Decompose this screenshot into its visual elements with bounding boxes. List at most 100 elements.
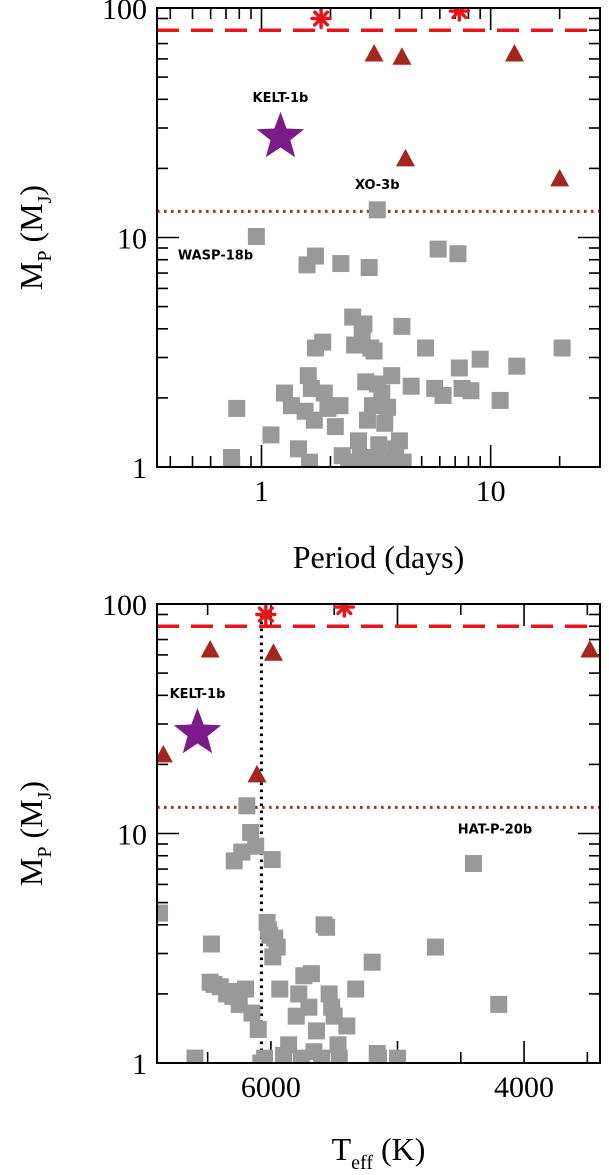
triangle-point [157, 744, 173, 763]
square-point [262, 426, 280, 444]
x-tick-label: 6000 [241, 1071, 301, 1104]
square-point [307, 1022, 325, 1040]
square-point [302, 379, 320, 397]
data-points [223, 8, 571, 467]
asterisk-point [448, 8, 471, 22]
asterisk-point [333, 604, 356, 618]
triangle-point [580, 640, 600, 658]
square-point [383, 367, 401, 385]
triangle-point [395, 148, 415, 167]
square-point [338, 1017, 356, 1035]
triangle-point [200, 640, 220, 658]
square-point [157, 904, 169, 922]
square-point [349, 432, 367, 450]
square-point [301, 453, 319, 467]
y-tick-label: 10 [117, 819, 147, 852]
square-point [242, 824, 260, 842]
square-point [450, 359, 468, 377]
square-point [355, 315, 373, 333]
point-annotation: KELT-1b [170, 687, 226, 702]
square-point [268, 938, 286, 956]
square-point [326, 418, 344, 436]
triangle-point [364, 44, 384, 62]
square-point [290, 985, 308, 1003]
square-point [223, 449, 241, 467]
data-points [157, 604, 600, 1063]
point-annotation: KELT-1b [253, 91, 309, 106]
square-point [471, 350, 489, 368]
square-point [376, 414, 394, 432]
square-point [315, 384, 333, 402]
square-point [417, 339, 435, 357]
square-point [490, 995, 508, 1013]
square-point [331, 397, 349, 415]
y-tick-label: 100 [102, 0, 147, 26]
square-point [491, 391, 509, 409]
square-point [346, 336, 364, 354]
square-point [368, 201, 386, 219]
square-point [263, 851, 281, 869]
x-tick-label: 4000 [494, 1071, 554, 1104]
square-point [379, 398, 397, 416]
square-point [305, 411, 323, 429]
bottom-panel-teff: KELT-1b HAT-P-20b 1 10 100 6000 4000 Teff (K) MP… [13, 589, 601, 1174]
x-tick-label: 1 [254, 475, 269, 508]
triangle-point [247, 764, 267, 783]
asterisk-point [310, 8, 332, 30]
square-point [247, 228, 265, 246]
square-point [280, 1036, 298, 1054]
square-point [243, 1004, 261, 1022]
square-point [300, 998, 318, 1016]
square-point [388, 1049, 406, 1063]
square-point [365, 342, 383, 360]
y-axis-title: MP (MJ) [13, 781, 56, 886]
y-tick-label: 1 [132, 452, 147, 485]
square-point [318, 918, 336, 936]
square-point [373, 384, 391, 402]
star-point [256, 112, 305, 158]
square-point [329, 1036, 347, 1054]
plot-frame [156, 603, 601, 1064]
y-tick-label: 100 [102, 589, 147, 622]
square-point [358, 411, 376, 429]
square-point [434, 386, 452, 404]
square-point [201, 973, 219, 991]
star-point [173, 708, 222, 754]
square-point [289, 440, 307, 458]
square-point [393, 317, 411, 335]
square-point [449, 245, 467, 263]
square-point [363, 953, 381, 971]
square-point [306, 247, 324, 265]
square-point [271, 980, 289, 998]
square-point [402, 377, 420, 395]
square-point [313, 1049, 331, 1063]
square-point [332, 255, 350, 273]
y-axis-title: MP (MJ) [13, 185, 56, 290]
plot-frame [156, 7, 601, 468]
square-point [202, 935, 220, 953]
square-point [429, 240, 447, 258]
square-point [394, 453, 412, 467]
square-point [390, 432, 408, 450]
x-axis-title: Teff (K) [332, 1131, 426, 1174]
square-point [282, 397, 300, 415]
square-point [347, 980, 365, 998]
point-annotation: HAT-P-20b [458, 823, 532, 838]
top-panel-period: KELT-1b XO-3b WASP-18b 1 10 100 1 10 Period (day… [13, 0, 601, 575]
square-point [237, 980, 255, 998]
square-point [464, 855, 482, 873]
square-point [249, 1020, 267, 1038]
square-point [247, 837, 265, 855]
square-point [233, 843, 251, 861]
square-point [553, 339, 571, 357]
square-point [508, 357, 526, 375]
square-point [370, 436, 388, 454]
x-axis-title: Period (days) [293, 539, 465, 575]
triangle-point [392, 47, 412, 65]
triangle-point [550, 168, 570, 187]
x-tick-label: 10 [476, 475, 506, 508]
square-point [186, 1049, 204, 1063]
triangle-point [263, 643, 283, 661]
point-annotation: WASP-18b [178, 249, 253, 264]
